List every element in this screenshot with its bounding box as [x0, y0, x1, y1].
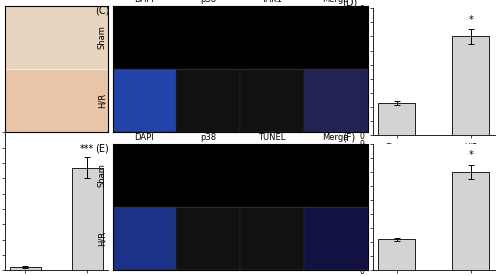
Text: H/R: H/R: [97, 93, 106, 108]
Y-axis label: TAK1⁺ p38⁺/HPF: TAK1⁺ p38⁺/HPF: [347, 33, 357, 111]
Text: p38: p38: [200, 133, 216, 142]
Text: TAK1: TAK1: [262, 0, 282, 4]
Text: (D): (D): [342, 0, 357, 7]
Text: (C): (C): [94, 6, 109, 15]
Bar: [240, 207, 304, 270]
Text: (E): (E): [94, 144, 108, 153]
Bar: [176, 270, 240, 276]
Text: p38: p38: [200, 0, 216, 4]
Bar: [304, 207, 368, 270]
Bar: [304, 69, 368, 132]
Text: *: *: [468, 15, 473, 25]
Bar: [304, 270, 368, 276]
Bar: [452, 172, 490, 270]
Text: Merge: Merge: [322, 0, 349, 4]
Text: *: *: [468, 150, 473, 160]
Text: DAPI: DAPI: [134, 133, 154, 142]
Bar: [112, 270, 176, 276]
Text: TUNEL: TUNEL: [258, 133, 285, 142]
Text: H/R: H/R: [97, 231, 106, 246]
Bar: [176, 132, 240, 196]
Text: DAPI: DAPI: [134, 0, 154, 4]
Bar: [304, 132, 368, 196]
Bar: [378, 240, 415, 270]
Bar: [112, 69, 176, 132]
Y-axis label: p38⁺ TUNEL⁺/HPF: p38⁺ TUNEL⁺/HPF: [347, 164, 357, 250]
Bar: [176, 69, 240, 132]
Bar: [176, 207, 240, 270]
Bar: [378, 103, 415, 135]
Bar: [10, 267, 40, 270]
Text: ***: ***: [80, 144, 94, 154]
Text: Sham: Sham: [97, 163, 106, 187]
Text: Sham: Sham: [97, 25, 106, 49]
Bar: [112, 207, 176, 270]
Bar: [72, 168, 103, 270]
Bar: [452, 36, 490, 135]
Bar: [240, 69, 304, 132]
Bar: [240, 270, 304, 276]
Text: (F): (F): [342, 133, 355, 143]
Bar: [112, 132, 176, 196]
Bar: [240, 132, 304, 196]
Text: Merge: Merge: [322, 133, 349, 142]
